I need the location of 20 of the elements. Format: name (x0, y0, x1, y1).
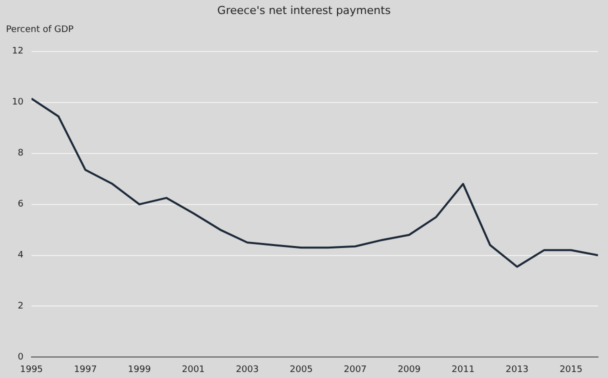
x-tick-label: 2015 (560, 364, 582, 375)
x-tick-label: 2003 (236, 364, 259, 375)
x-tick-label: 2009 (398, 364, 421, 375)
x-tick-label: 2001 (182, 364, 205, 375)
x-tick-label: 1999 (128, 364, 152, 375)
x-tick-label: 2011 (452, 364, 475, 375)
y-tick-label: 0 (18, 352, 24, 363)
x-tick-label: 2013 (506, 364, 529, 375)
y-tick-label: 2 (18, 302, 24, 312)
x-tick-label: 1997 (74, 364, 97, 375)
y-axis-title: Percent of GDP (6, 25, 74, 35)
y-tick-label: 10 (12, 98, 24, 108)
y-tick-label: 4 (18, 250, 24, 261)
y-tick-label: 12 (12, 46, 24, 57)
x-tick-label: 1995 (20, 364, 43, 375)
y-tick-label: 6 (18, 200, 24, 210)
y-tick-label: 8 (18, 148, 24, 159)
x-tick-label: 2005 (290, 364, 313, 375)
x-tick-label: 2007 (344, 364, 367, 375)
chart-title: Greece's net interest payments (216, 4, 392, 17)
